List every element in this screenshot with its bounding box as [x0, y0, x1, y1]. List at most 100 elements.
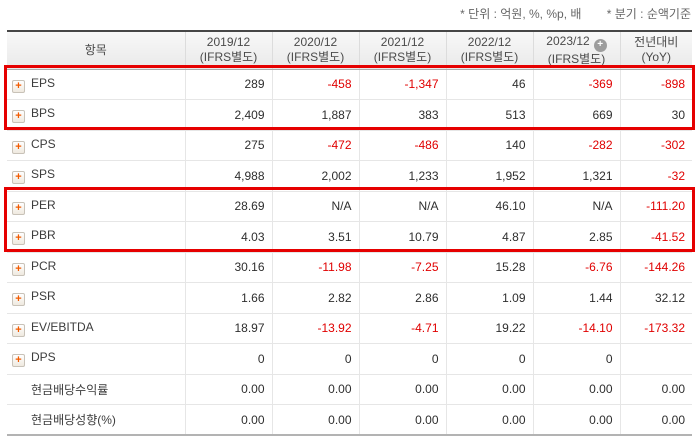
value-cell: 1,887 — [272, 99, 360, 131]
table-row-pbr: + PBR 4.03 3.51 10.79 4.87 2.85 -41.52 — [7, 221, 692, 253]
row-label-ev-ebitda: + EV/EBITDA — [7, 313, 186, 344]
expand-row-icon[interactable]: + — [12, 354, 25, 368]
table-row-pcr: + PCR 30.16 -11.98 -7.25 15.28 -6.76 -144.26 — [7, 252, 692, 283]
value-cell: -11.98 — [272, 252, 360, 283]
expand-row-icon[interactable]: + — [12, 201, 25, 215]
column-header-2022-12: 2022/12 (IFRS별도) — [446, 31, 534, 70]
column-header-2021-12: 2021/12 (IFRS별도) — [359, 31, 447, 70]
column-header-전년대비: 전년대비 (YoY) — [620, 31, 692, 70]
value-cell: -472 — [272, 130, 360, 161]
value-cell: 46.10 — [446, 191, 534, 222]
value-cell — [620, 343, 692, 375]
per-share-ratio-table: 항목 2019/12 (IFRS별도) 2020/12 (IFRS별도) 2021/12(… — [4, 30, 695, 436]
row-label-bps: + BPS — [7, 99, 186, 131]
table-row-현금배당성향: 현금배당성향(%) 0.00 0.00 0.00 0.00 0.00 0.00 — [7, 404, 692, 435]
expand-row-icon[interactable]: + — [12, 171, 25, 185]
circle-plus-icon[interactable]: + — [593, 38, 607, 52]
value-cell: 289 — [185, 69, 273, 100]
row-label-text: EV/EBITDA — [31, 319, 94, 334]
row-label-text: PCR — [31, 258, 57, 273]
value-cell: -486 — [359, 130, 447, 161]
value-cell: 2.86 — [359, 282, 447, 314]
value-cell: 0.00 — [620, 374, 692, 405]
column-header-item: 항목 — [7, 31, 186, 70]
column-period-label: 2021/12 — [380, 35, 425, 50]
value-cell: -111.20 — [620, 191, 692, 222]
value-cell: 1,233 — [359, 160, 447, 192]
value-cell: 1.66 — [185, 282, 273, 314]
value-cell: -369 — [533, 69, 621, 100]
value-cell: 0 — [185, 343, 273, 375]
column-header-2020-12: 2020/12 (IFRS별도) — [272, 31, 360, 70]
table-row-dps: + DPS 0 0 0 0 0 — [7, 343, 692, 375]
row-label-text: BPS — [31, 106, 56, 121]
expand-row-icon[interactable]: + — [12, 140, 25, 154]
value-cell: 1,321 — [533, 160, 621, 192]
value-cell: N/A — [359, 191, 447, 222]
column-basis-label: (IFRS별도) — [547, 51, 606, 66]
row-label-text: EPS — [31, 75, 56, 90]
column-basis-label: (IFRS별도) — [373, 50, 432, 65]
row-label-pbr: + PBR — [7, 221, 186, 253]
value-cell: -6.76 — [533, 252, 621, 283]
column-period-label: 2023/12 + — [534, 34, 620, 52]
value-cell: -458 — [272, 69, 360, 100]
expand-row-icon[interactable]: + — [12, 262, 25, 276]
row-label-text: 현금배당성향(%) — [31, 413, 116, 427]
value-cell: 0.00 — [185, 404, 273, 435]
value-cell: 0 — [359, 343, 447, 375]
table-row-ev-ebitda: + EV/EBITDA 18.97 -13.92 -4.71 19.22 -14.10 -17… — [7, 313, 692, 344]
column-basis-label: (YoY) — [641, 50, 672, 65]
table-row-sps: + SPS 4,988 2,002 1,233 1,952 1,321 -32 — [7, 160, 692, 192]
value-cell: 383 — [359, 99, 447, 131]
column-period-label: 2022/12 — [467, 35, 512, 50]
value-cell: N/A — [533, 191, 621, 222]
expand-row-icon[interactable]: + — [12, 323, 25, 337]
value-cell: -144.26 — [620, 252, 692, 283]
value-cell: 1.44 — [533, 282, 621, 314]
value-cell: 669 — [533, 99, 621, 131]
value-cell: 0.00 — [359, 404, 447, 435]
value-cell: -14.10 — [533, 313, 621, 344]
column-period-label: 2020/12 — [293, 35, 338, 50]
value-cell: 0.00 — [272, 404, 360, 435]
value-cell: -282 — [533, 130, 621, 161]
row-label-eps: + EPS — [7, 69, 186, 100]
value-cell: N/A — [272, 191, 360, 222]
table-row-현금배당수익률: 현금배당수익률 0.00 0.00 0.00 0.00 0.00 0.00 — [7, 374, 692, 405]
value-cell: 0.00 — [446, 374, 534, 405]
table-row-psr: + PSR 1.66 2.82 2.86 1.09 1.44 32.12 — [7, 282, 692, 314]
value-cell: -13.92 — [272, 313, 360, 344]
value-cell: 18.97 — [185, 313, 273, 344]
value-cell: 30 — [620, 99, 692, 131]
row-label-text: DPS — [31, 350, 56, 365]
value-cell: 0.00 — [185, 374, 273, 405]
value-cell: 28.69 — [185, 191, 273, 222]
expand-row-icon[interactable]: + — [12, 110, 25, 124]
value-cell: 4,988 — [185, 160, 273, 192]
expand-row-icon[interactable]: + — [12, 79, 25, 93]
value-cell: 2.82 — [272, 282, 360, 314]
value-cell: 0 — [272, 343, 360, 375]
basis-note: * 분기 : 순액기준 — [606, 7, 691, 21]
row-label-text: PER — [31, 197, 56, 212]
expand-row-icon[interactable]: + — [12, 232, 25, 246]
value-cell: -41.52 — [620, 221, 692, 253]
column-header-2023-12: 2023/12 + (IFRS별도) — [533, 31, 621, 70]
row-label-text: CPS — [31, 136, 56, 151]
value-cell: 30.16 — [185, 252, 273, 283]
value-cell: 19.22 — [446, 313, 534, 344]
value-cell: -7.25 — [359, 252, 447, 283]
value-cell: 140 — [446, 130, 534, 161]
value-cell: 46 — [446, 69, 534, 100]
column-basis-label: (IFRS별도) — [199, 50, 258, 65]
value-cell: -32 — [620, 160, 692, 192]
value-cell: 32.12 — [620, 282, 692, 314]
value-cell: 10.79 — [359, 221, 447, 253]
financial-table: 항목 2019/12 (IFRS별도) 2020/12 (IFRS별도) 2021/12(… — [7, 30, 692, 436]
value-cell: 0.00 — [533, 404, 621, 435]
row-label-sps: + SPS — [7, 160, 186, 192]
expand-row-icon[interactable]: + — [12, 293, 25, 307]
column-period-label: 2019/12 — [206, 35, 251, 50]
value-cell: 2,409 — [185, 99, 273, 131]
